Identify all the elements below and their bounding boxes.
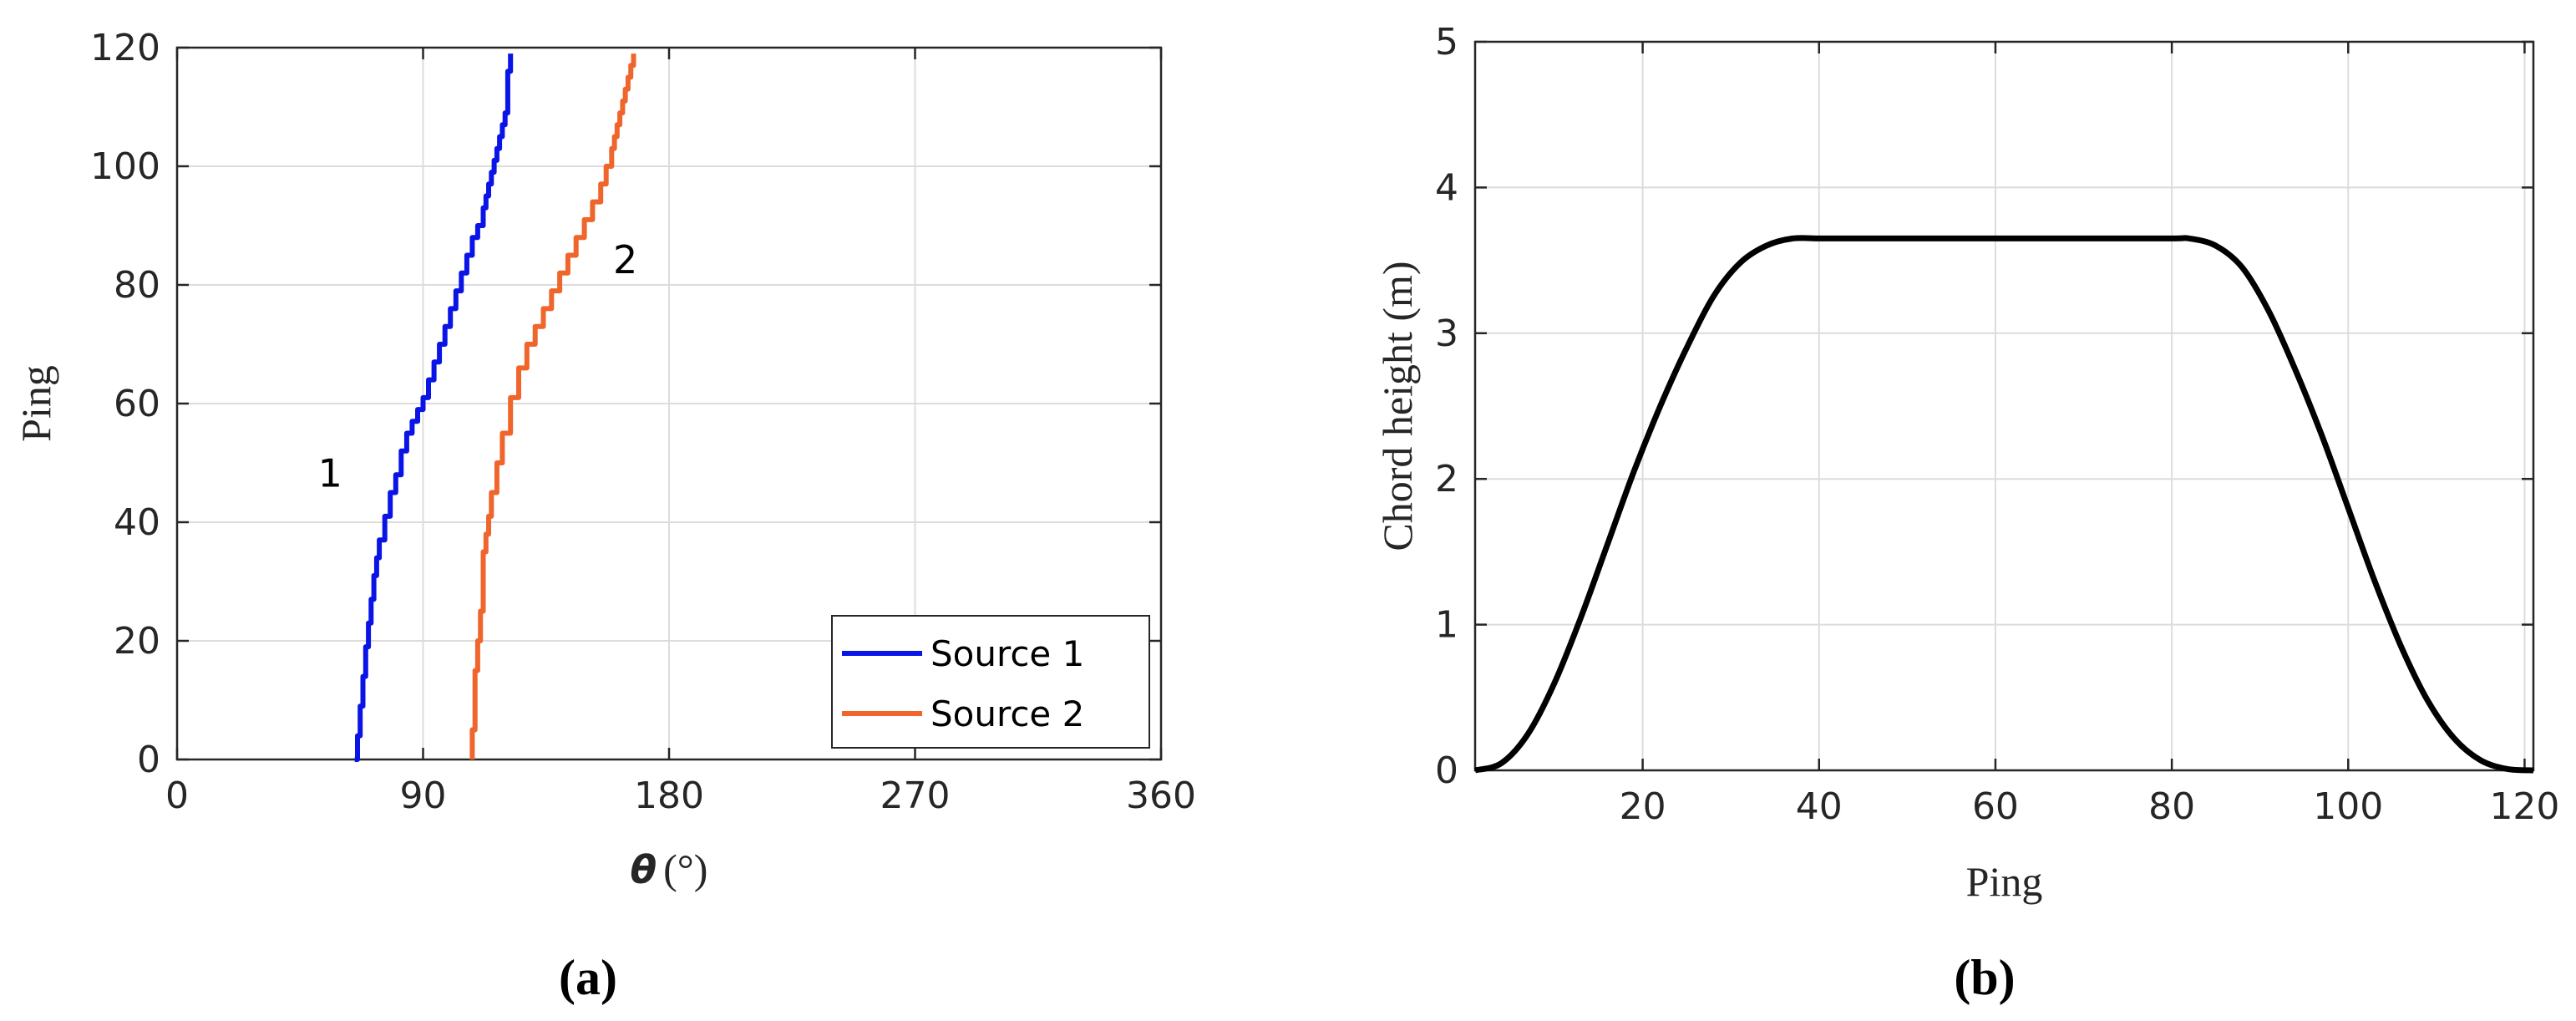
panel-b-y-tick-label: 5: [1435, 21, 1458, 63]
panel-a-x-tick-label: 180: [634, 775, 704, 817]
panel-a-x-tick-label: 270: [880, 775, 951, 817]
panel-a-x-tick-label: 90: [400, 775, 447, 817]
panel-b-y-tick-label: 2: [1435, 458, 1458, 500]
panel-a-legend: Source 1 Source 2: [831, 615, 1150, 749]
panel-label-a: (a): [559, 950, 617, 1005]
panel-a-y-tick-label: 80: [114, 264, 160, 307]
panel-a-series-line-2: [469, 53, 636, 759]
panel-a-legend-box: [831, 615, 1150, 749]
panel-b-x-tick-label: 60: [1972, 785, 2019, 828]
panel-a-y-tick-label: 120: [90, 27, 160, 69]
panel-a-series-line-1: [354, 53, 514, 762]
panel-a-y-tick-label: 60: [114, 383, 160, 425]
panel-a-x-tick-label: 360: [1126, 775, 1196, 817]
panel-label-b: (b): [1954, 950, 2015, 1005]
panel-b-y-tick-label: 3: [1435, 312, 1458, 355]
panel-a-x-axis-title: θ (°): [631, 846, 708, 892]
panel-a-y-tick-label: 40: [114, 501, 160, 544]
panel-a-y-tick-label: 100: [90, 145, 160, 188]
panel-a-legend-label-2: Source 2: [931, 693, 1084, 734]
panel-a-y-tick-label: 0: [137, 739, 160, 781]
panel-b-x-tick-label: 100: [2313, 785, 2383, 828]
panel-a-x-axis-unit: (°): [663, 846, 707, 892]
panel-b-y-tick-label: 0: [1435, 749, 1458, 792]
panel-b-x-tick-label: 40: [1796, 785, 1843, 828]
panel-a-y-axis-title: Ping: [13, 365, 59, 442]
panel-b-x-axis-title: Ping: [1966, 858, 2043, 905]
panel-a-y-tick-label: 20: [114, 620, 160, 663]
panel-a-annotation-1: 1: [318, 450, 342, 495]
panel-b-chart: 20 40 60 80 100 120 0 1 2 3 4 5 Ping Chord height (m): [1374, 21, 2559, 905]
panel-b-x-tick-label: 20: [1620, 785, 1666, 828]
panel-a-legend-label-1: Source 1: [931, 633, 1084, 674]
panel-a-annotation-2: 2: [613, 237, 637, 282]
panel-b-y-tick-label: 1: [1435, 604, 1458, 647]
panel-b-x-tick-label: 80: [2148, 785, 2195, 828]
panel-b-series-line: [1474, 235, 2534, 774]
panel-b-y-tick-label: 4: [1435, 166, 1458, 209]
panel-a-chart: 0 90 180 270 360 0 20 40 60 80 100 120 θ (°) Ping 1 2 Sou…: [13, 27, 1196, 892]
panel-b-x-tick-label: 120: [2489, 785, 2559, 828]
panel-a-x-tick-label: 0: [165, 775, 189, 817]
panel-a-x-axis-symbol: θ: [631, 847, 657, 892]
panel-b-axes-box: [1473, 40, 2535, 772]
panel-b-y-axis-title: Chord height (m): [1374, 261, 1421, 551]
